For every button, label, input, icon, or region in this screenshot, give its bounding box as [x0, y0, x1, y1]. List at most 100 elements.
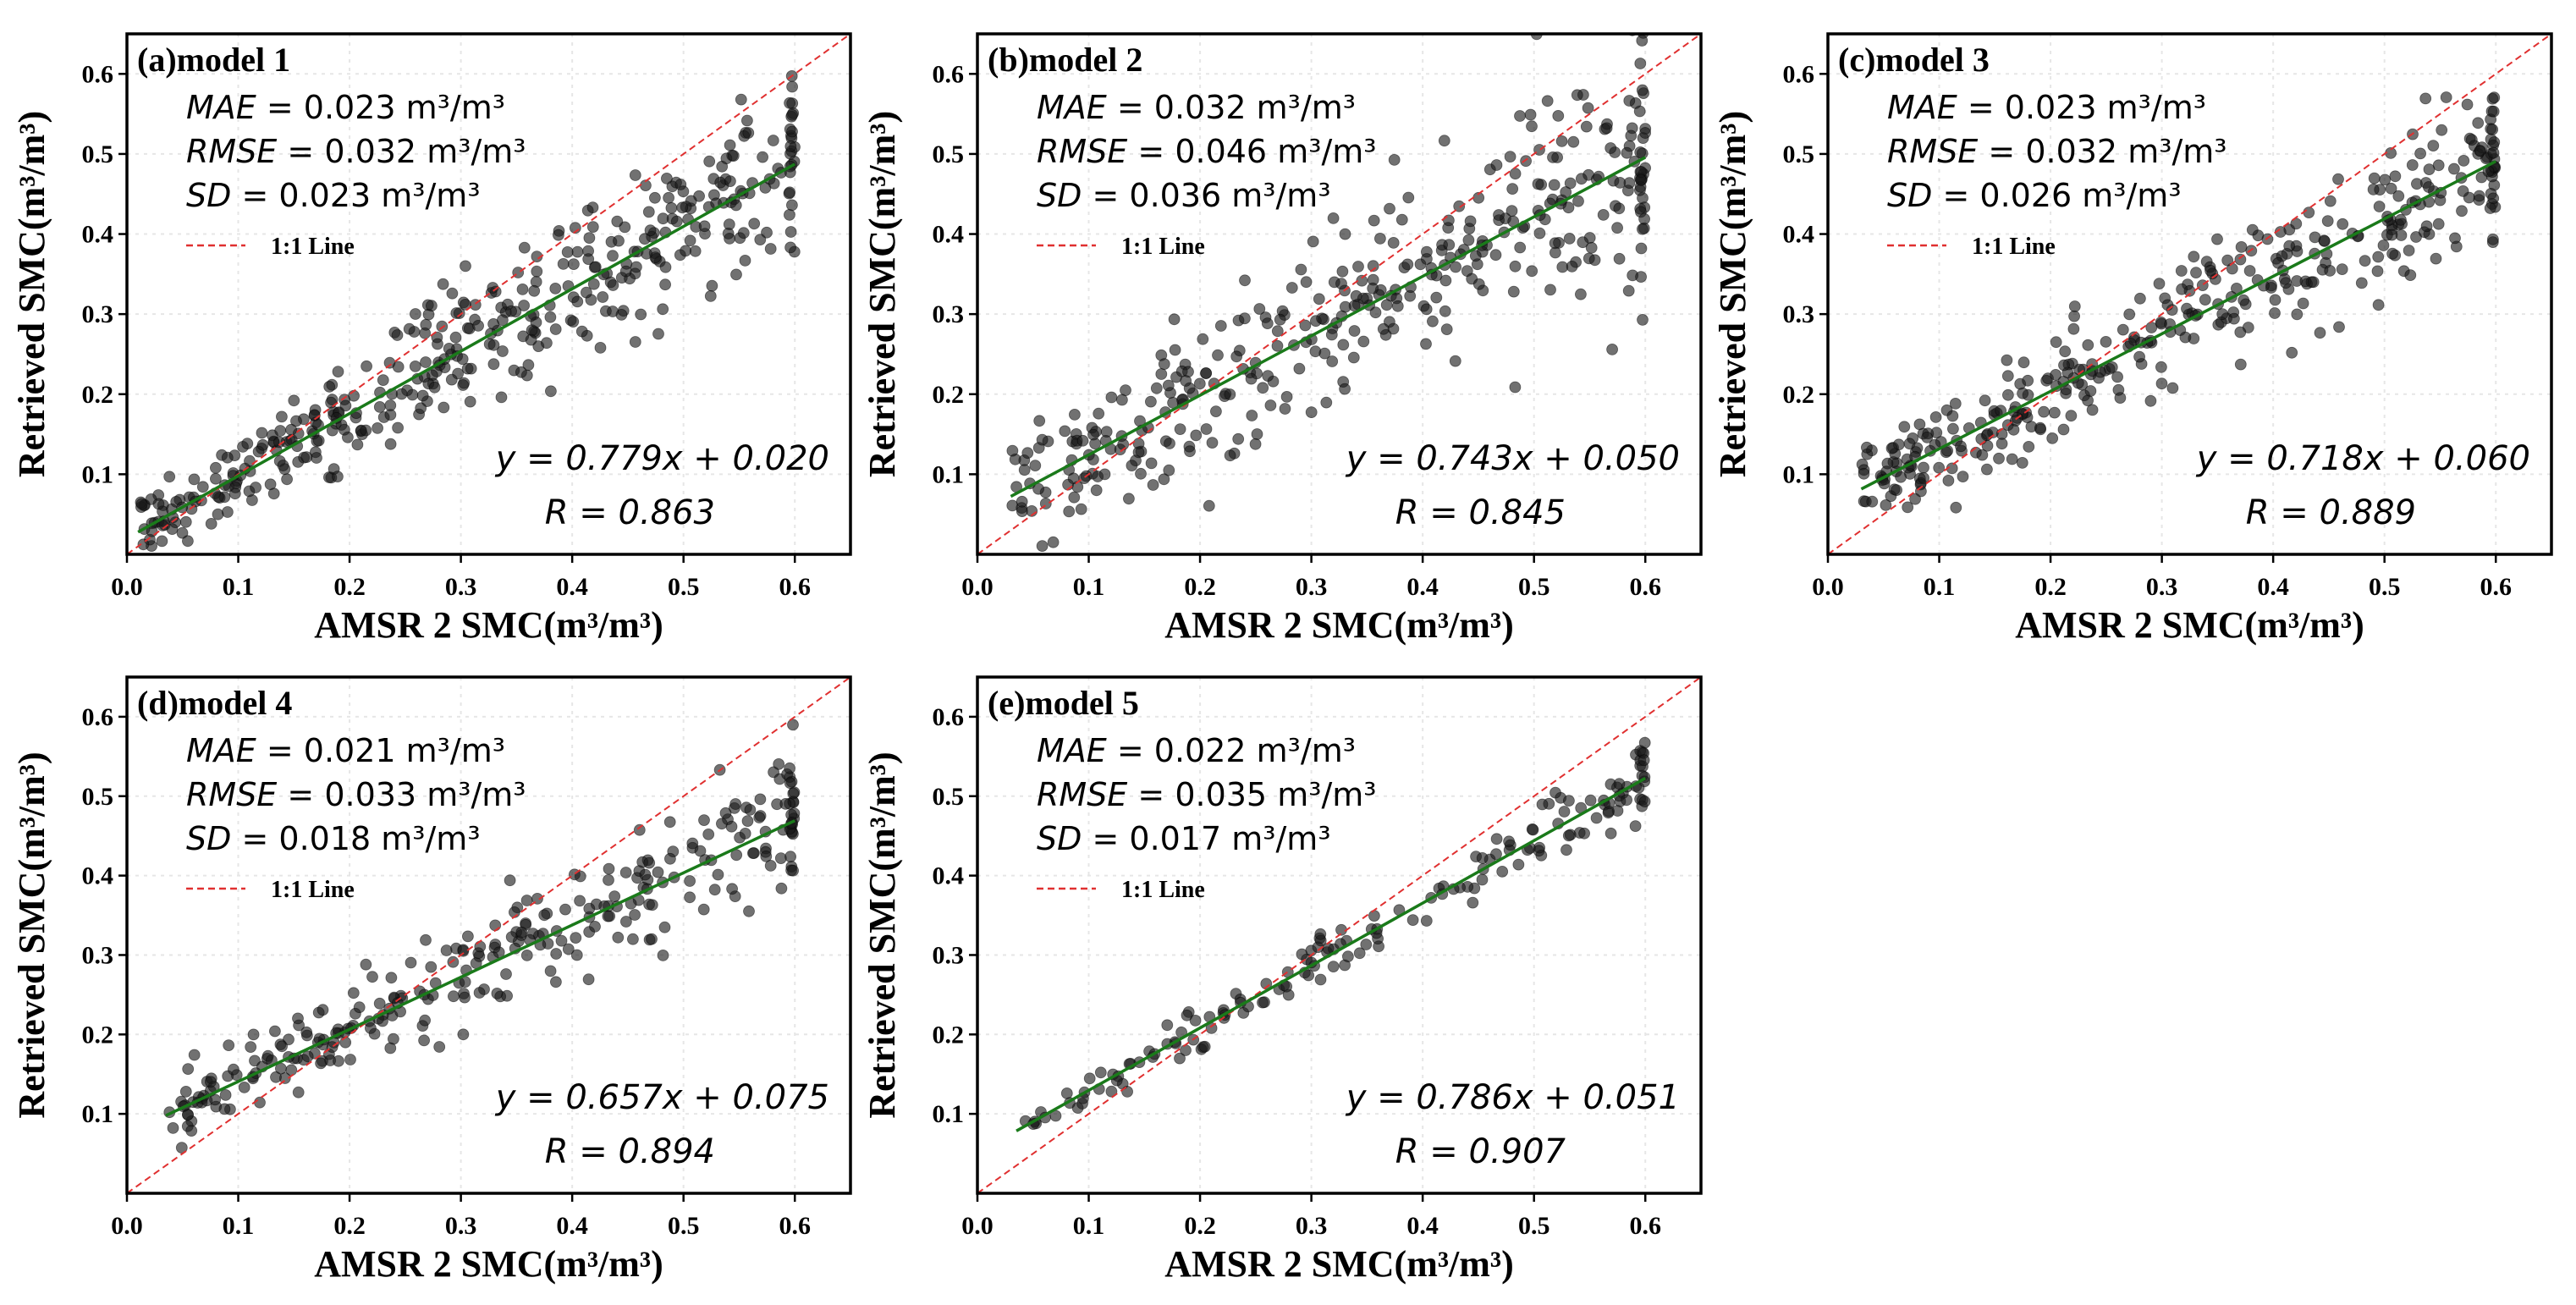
data-point [1406, 914, 1419, 926]
chart-panel-4: 0.0 0.1 0.2 0.3 0.4 0.5 0.6 0.1 0.2 0.3 0.4 0.5 0.6 A… [11, 675, 852, 1285]
data-point [364, 1022, 377, 1034]
y-tick-label: 0.5 [933, 140, 965, 168]
data-point [181, 535, 194, 548]
data-point [209, 461, 222, 474]
data-point [2221, 254, 2234, 267]
data-point [1316, 312, 1328, 325]
data-points [163, 719, 801, 1154]
data-point [2123, 308, 2136, 321]
data-point [659, 278, 671, 291]
data-point [464, 395, 476, 408]
data-point [1271, 325, 1284, 338]
data-point [1352, 261, 1364, 273]
data-point [156, 535, 168, 548]
data-point [1558, 806, 1571, 818]
chart-panel-1: 0.0 0.1 0.2 0.3 0.4 0.5 0.6 0.1 0.2 0.3 0.4 0.5 0.6 A… [11, 32, 852, 646]
data-point [643, 856, 656, 869]
data-point [2432, 218, 2445, 230]
data-point [1489, 249, 1502, 262]
data-point [737, 227, 750, 240]
data-point [395, 388, 408, 400]
data-point [332, 366, 344, 378]
data-point [607, 279, 619, 291]
data-point [440, 944, 453, 956]
data-point [1560, 186, 1572, 198]
data-point [275, 410, 288, 423]
data-point [1368, 910, 1380, 922]
x-tick-label: 0.1 [1073, 573, 1105, 601]
data-point [457, 379, 470, 391]
grid [977, 677, 1701, 1193]
data-point [1339, 228, 1351, 240]
data-point [2038, 405, 2050, 418]
y-tick-label: 0.3 [933, 300, 965, 328]
data-point [1430, 291, 1443, 304]
data-point [2457, 184, 2469, 197]
data-point [1293, 362, 1306, 375]
y-tick-label: 0.2 [933, 381, 965, 409]
x-tick-label: 0.6 [1629, 1212, 1661, 1240]
stat-mae: MAE = 0.021 m³/m³ [186, 732, 505, 769]
data-point [163, 471, 176, 483]
data-point [1995, 438, 2008, 450]
data-point [182, 1063, 195, 1075]
data-point [1933, 461, 1946, 474]
legend-label: 1:1 Line [1121, 234, 1205, 260]
plot-frame [976, 675, 1703, 1195]
data-point [2111, 371, 2124, 383]
data-point [449, 331, 462, 344]
stat-value: = 0.021 m³/m³ [267, 732, 505, 769]
data-point [1476, 852, 1489, 864]
data-point [698, 814, 710, 826]
data-point [450, 307, 463, 319]
data-point [697, 903, 710, 916]
stat-name: SD [1887, 177, 1942, 214]
data-point [1326, 355, 1339, 367]
data-point [196, 481, 209, 493]
data-point [2379, 173, 2392, 186]
data-point [2368, 172, 2381, 184]
fit-r-value: R = 0.894 [545, 1132, 715, 1171]
data-point [1126, 460, 1138, 471]
stat-value: = 0.032 m³/m³ [287, 133, 526, 170]
data-point [2235, 240, 2248, 253]
data-point [1245, 372, 1258, 385]
data-point [2372, 299, 2385, 311]
data-point [1307, 235, 1319, 248]
data-point [2337, 218, 2349, 230]
data-point [757, 151, 768, 163]
data-point [1318, 347, 1331, 360]
data-point [1496, 866, 1509, 878]
data-point [541, 337, 553, 350]
data-point [326, 424, 339, 437]
data-point [409, 308, 421, 320]
data-point [1552, 109, 1565, 122]
data-point [425, 961, 438, 973]
data-point [1635, 271, 1647, 284]
data-point [597, 291, 609, 303]
data-point [1625, 129, 1638, 142]
data-point [2297, 297, 2309, 310]
data-point [1314, 928, 1327, 940]
stat-value: = 0.018 m³/m³ [241, 820, 480, 857]
data-point [2488, 136, 2501, 148]
data-point [1180, 1044, 1192, 1056]
y-tick-label: 0.4 [933, 862, 965, 890]
data-point [432, 338, 443, 350]
data-point [663, 191, 674, 204]
data-point [1232, 432, 1245, 445]
data-point [2199, 294, 2211, 306]
data-point [347, 987, 360, 999]
data-point [602, 910, 614, 922]
data-point [428, 381, 441, 394]
data-point [684, 891, 696, 904]
data-point [1388, 153, 1401, 166]
x-tick-label: 0.2 [2034, 573, 2067, 601]
data-point [1509, 381, 1522, 394]
x-tick-label: 0.5 [668, 1212, 700, 1240]
data-point [629, 336, 641, 348]
data-point [281, 473, 294, 486]
data-point [1950, 501, 1962, 514]
data-point [2473, 190, 2485, 202]
data-point [2065, 410, 2078, 422]
